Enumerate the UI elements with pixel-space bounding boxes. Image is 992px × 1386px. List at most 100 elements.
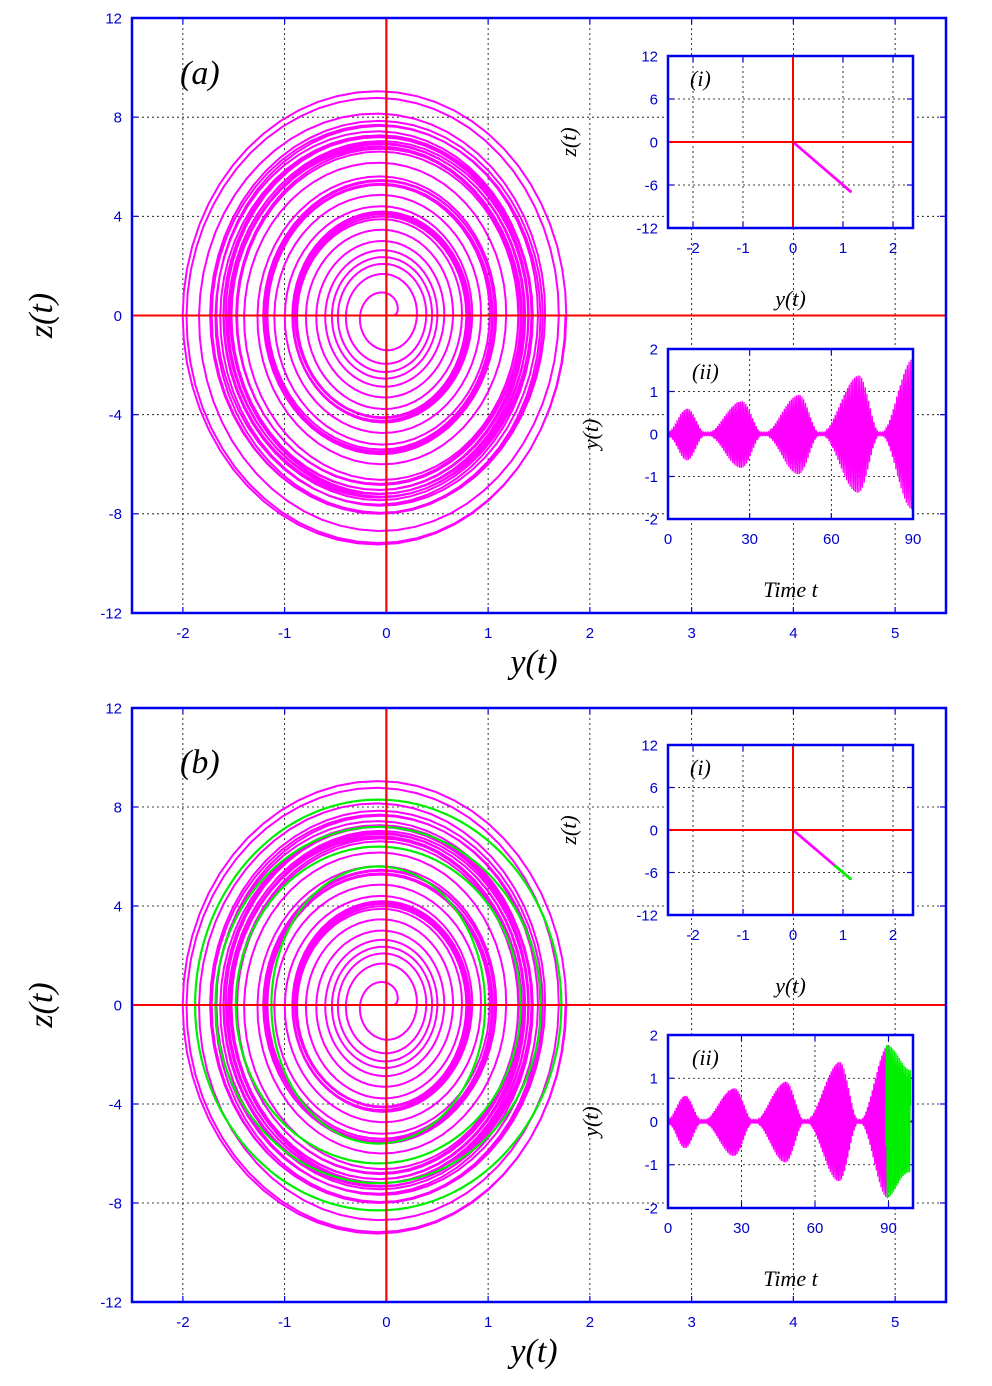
inset-a-i-xtick-label: 0 — [789, 240, 797, 257]
inset-b-ii-xtick-label: 0 — [664, 1220, 672, 1237]
inset-a-i-ytick-label: -12 — [636, 220, 658, 237]
panel-b-xlabel: y(t) — [507, 1333, 557, 1370]
inset-a-ii-label: (ii) — [692, 359, 719, 384]
inset-a-i-xlabel: y(t) — [773, 286, 806, 311]
inset-b-i-ylabel: z(t) — [556, 815, 581, 845]
panel-a-xtick-label: 0 — [382, 625, 390, 642]
panel-b-xtick-label: 0 — [382, 1314, 390, 1331]
inset-a-ii-xtick-label: 30 — [741, 531, 758, 548]
inset-b-ii-ytick-label: 0 — [650, 1114, 658, 1131]
inset-b-ii-series-line — [885, 1045, 912, 1199]
inset-a-ii-xlabel: Time t — [763, 577, 818, 602]
inset-a-i-xtick-label: 2 — [889, 240, 897, 257]
panel-a-xtick-label: 3 — [687, 625, 695, 642]
inset-b-ii-xtick-label: 90 — [880, 1220, 897, 1237]
inset-b-ii-label: (ii) — [692, 1045, 719, 1070]
inset-a-ii-ytick-label: 0 — [650, 426, 658, 443]
inset-a-i-ytick-label: 6 — [650, 91, 658, 108]
panel-b-ytick-label: -8 — [109, 1195, 122, 1212]
inset-b-i-xlabel: y(t) — [773, 973, 806, 998]
panel-a-ytick-label: 4 — [114, 209, 122, 226]
panel-a-ytick-label: -12 — [100, 605, 122, 622]
inset-b-i-ytick-label: 0 — [650, 822, 658, 839]
inset-b-i-ytick-label: -6 — [645, 865, 658, 882]
inset-b-ii-ylabel: y(t) — [578, 1106, 603, 1139]
inset-a-i-xtick-label: -2 — [686, 240, 699, 257]
inset-a-ii-ytick-label: 1 — [650, 384, 658, 401]
panel-b-xtick-label: 4 — [789, 1314, 797, 1331]
inset-b-ii-xtick-label: 30 — [733, 1220, 750, 1237]
panel-b-inset-b-ii: 0 30 60 90 -2 -1 0 1 2 (ii) Time t y(t) — [578, 1027, 915, 1291]
inset-a-ii-xtick-label: 0 — [664, 531, 672, 548]
panel-b-ytick-label: -12 — [100, 1294, 122, 1311]
inset-b-ii-series-line — [667, 1044, 890, 1199]
inset-b-ii-frame — [666, 1033, 915, 1210]
panel-a-ytick-label: -8 — [109, 506, 122, 523]
panel-a-xtick-label: 2 — [586, 625, 594, 642]
panel-a-ytick-label: 12 — [105, 10, 122, 27]
panel-a-xtick-label: -2 — [176, 625, 189, 642]
inset-a-i-ytick-label: -6 — [645, 177, 658, 194]
panel-a-xtick-label: 4 — [789, 625, 797, 642]
panel-a-label: (a) — [180, 55, 220, 92]
inset-b-i-xtick-label: -1 — [736, 927, 749, 944]
inset-b-i-point — [849, 877, 852, 881]
panel-a-ytick-label: -4 — [109, 407, 122, 424]
panel-b-frame — [130, 706, 948, 1304]
panel-a-xlabel: y(t) — [507, 644, 557, 681]
panel-b-ytick-label: 8 — [114, 799, 122, 816]
inset-a-i-label: (i) — [690, 66, 711, 91]
inset-a-i-ytick-label: 12 — [641, 48, 658, 65]
inset-a-ii-ylabel: y(t) — [578, 419, 603, 452]
inset-a-ii-xtick-label: 60 — [823, 531, 840, 548]
panel-a-frame — [130, 16, 948, 615]
panel-b-xtick-label: 1 — [484, 1314, 492, 1331]
inset-b-ii-xtick-label: 60 — [807, 1220, 824, 1237]
inset-b-i-frame — [666, 743, 915, 917]
inset-a-i-xtick-label: -1 — [736, 240, 749, 257]
panel-a-xtick-label: 1 — [484, 625, 492, 642]
inset-b-ii-xlabel: Time t — [763, 1266, 818, 1291]
inset-b-i-ytick-label: -12 — [636, 907, 658, 924]
inset-b-i-ytick-label: 6 — [650, 780, 658, 797]
inset-b-i-ytick-label: 12 — [641, 737, 658, 754]
inset-a-i-frame — [666, 54, 915, 230]
panel-b-xtick-label: 5 — [891, 1314, 899, 1331]
panel-b-ytick-label: -4 — [109, 1096, 122, 1113]
inset-b-i-xtick-label: 2 — [889, 927, 897, 944]
inset-b-i-xtick-label: 0 — [789, 927, 797, 944]
inset-b-ii-ytick-label: -1 — [645, 1157, 658, 1174]
panel-b-ylabel: z(t) — [23, 982, 60, 1028]
inset-b-ii-ytick-label: -2 — [645, 1200, 658, 1217]
panel-a-inset-a-ii: 0 30 60 90 -2 -1 0 1 2 (ii) Time t y(t) — [578, 341, 921, 602]
inset-a-ii-ytick-label: -2 — [645, 511, 658, 528]
inset-a-ii-ytick-label: -1 — [645, 469, 658, 486]
inset-a-i-ylabel: z(t) — [556, 127, 581, 157]
panel-a-ytick-label: 8 — [114, 109, 122, 126]
panel-a-xtick-label: -1 — [278, 625, 291, 642]
panel-b-ytick-label: 12 — [105, 700, 122, 717]
panel-b-ytick-label: 0 — [114, 997, 122, 1014]
inset-a-ii-xtick-label: 90 — [905, 531, 922, 548]
inset-a-i-xtick-label: 1 — [839, 240, 847, 257]
panel-b-label: (b) — [180, 744, 220, 781]
panel-b-xtick-label: 3 — [687, 1314, 695, 1331]
inset-a-ii-frame — [666, 347, 915, 521]
panel-a-ytick-label: 0 — [114, 308, 122, 325]
panel-a-xtick-label: 5 — [891, 625, 899, 642]
panel-b-xtick-label: -2 — [176, 1314, 189, 1331]
inset-b-i-label: (i) — [690, 755, 711, 780]
panel-b-xtick-label: -1 — [278, 1314, 291, 1331]
inset-b-i-xtick-label: 1 — [839, 927, 847, 944]
panel-a-ylabel: z(t) — [23, 293, 60, 339]
panel-b-ytick-label: 4 — [114, 898, 122, 915]
inset-a-i-ytick-label: 0 — [650, 134, 658, 151]
panel-b-xtick-label: 2 — [586, 1314, 594, 1331]
inset-b-ii-ytick-label: 2 — [650, 1027, 658, 1044]
inset-b-ii-ytick-label: 1 — [650, 1071, 658, 1088]
